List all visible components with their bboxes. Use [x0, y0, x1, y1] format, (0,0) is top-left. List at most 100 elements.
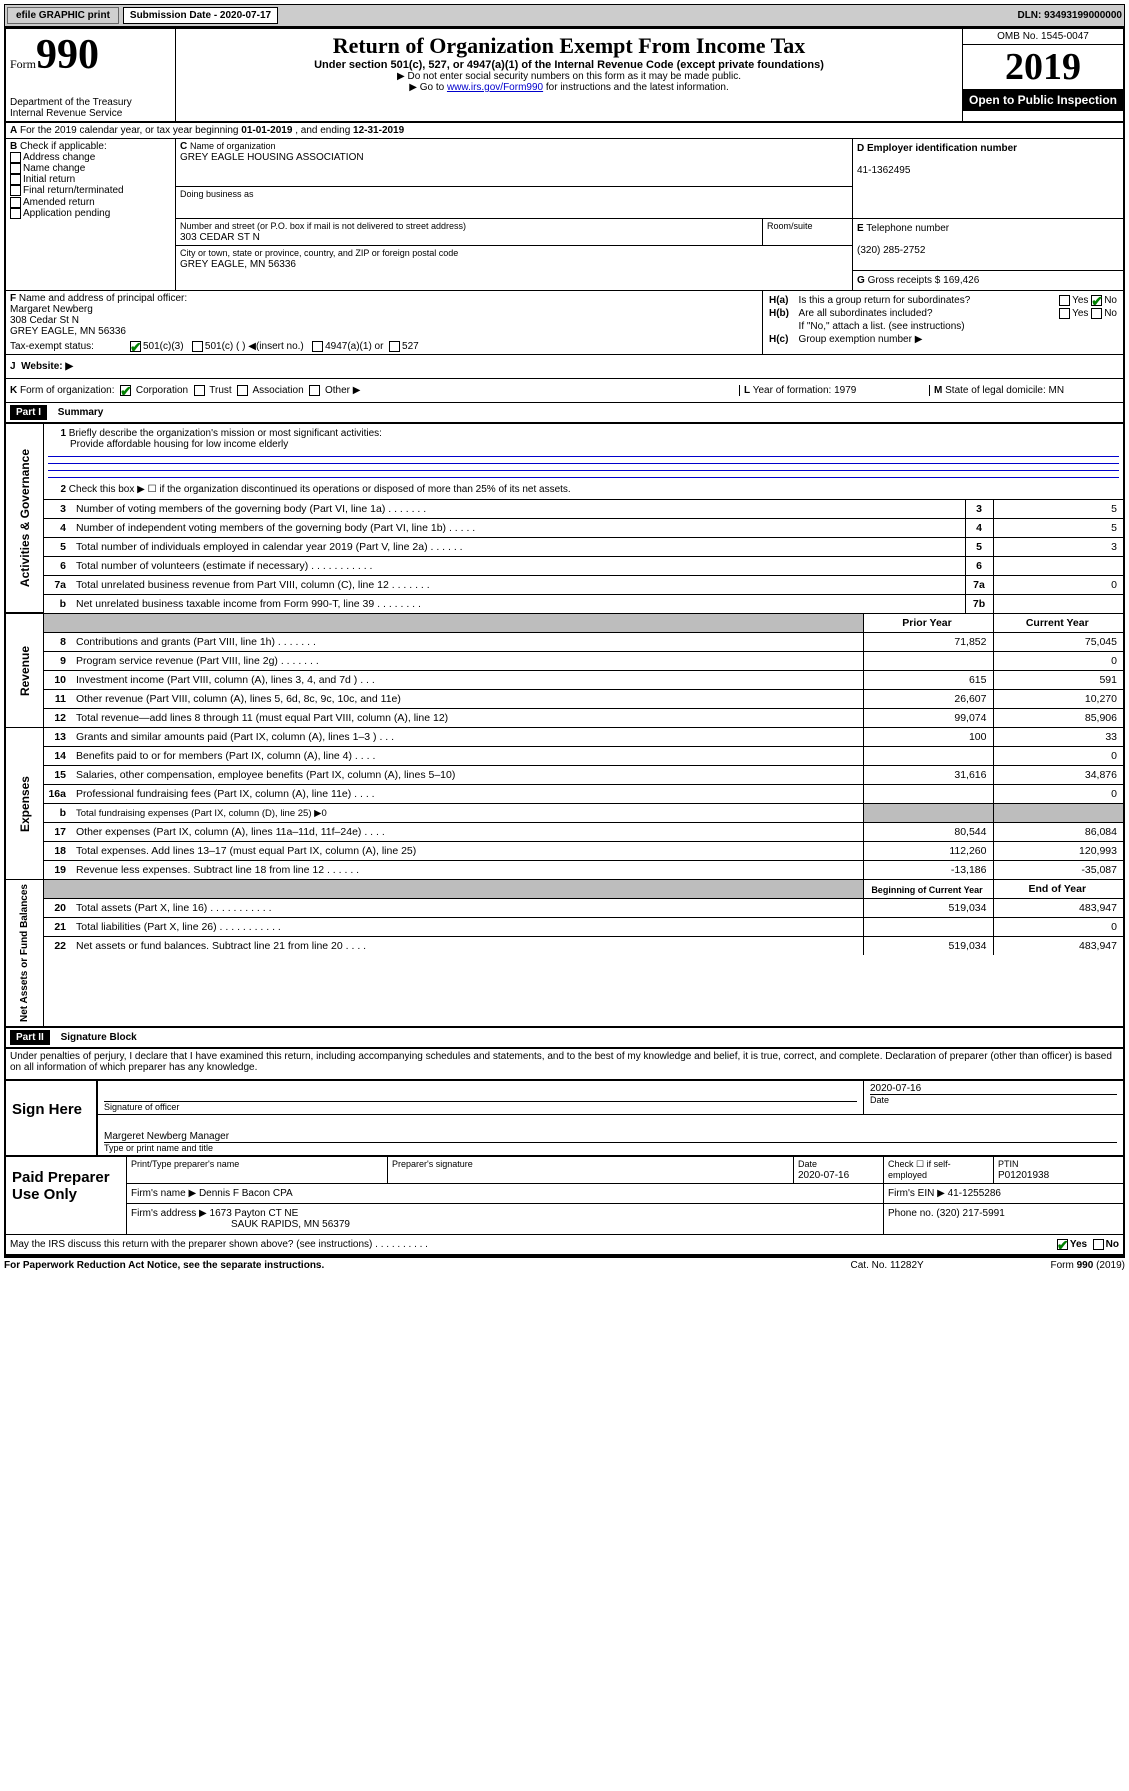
phone-label: Telephone number	[866, 223, 949, 234]
officer-label: Name and address of principal officer:	[19, 293, 187, 304]
net-assets-table: Beginning of Current YearEnd of Year 20T…	[44, 879, 1123, 955]
checkbox-assoc[interactable]	[237, 385, 248, 396]
preparer-date-label: Date	[798, 1159, 817, 1169]
checkbox-ha-yes[interactable]	[1059, 295, 1070, 306]
toolbar: efile GRAPHIC print Submission Date - 20…	[4, 4, 1125, 27]
checkbox-501c3[interactable]	[130, 341, 141, 352]
irs-link[interactable]: www.irs.gov/Form990	[447, 82, 543, 93]
firm-ein: 41-1255286	[948, 1188, 1001, 1199]
checkbox-initial-return[interactable]	[10, 174, 21, 185]
ein-value: 41-1362495	[857, 165, 910, 176]
form-footer: Form 990 (2019)	[1051, 1260, 1125, 1271]
hc-label: Group exemption number ▶	[799, 334, 1117, 345]
checkbox-app-pending[interactable]	[10, 208, 21, 219]
self-employed-label: Check ☐ if self-employed	[888, 1159, 951, 1180]
hb-note: If "No," attach a list. (see instruction…	[799, 321, 1117, 332]
line1-label: Briefly describe the organization's miss…	[69, 428, 382, 439]
type-name-label: Type or print name and title	[104, 1143, 1117, 1153]
revenue-table: Prior YearCurrent Year 8Contributions an…	[44, 613, 1123, 727]
checkbox-name-change[interactable]	[10, 163, 21, 174]
firm-addr1: 1673 Payton CT NE	[210, 1208, 299, 1219]
expenses-table: 13Grants and similar amounts paid (Part …	[44, 727, 1123, 879]
perjury-declaration: Under penalties of perjury, I declare th…	[6, 1049, 1123, 1075]
tax-year: 2019	[1005, 46, 1081, 88]
checkbox-hb-yes[interactable]	[1059, 308, 1070, 319]
ha-question: Is this a group return for subordinates?	[799, 295, 1036, 306]
firm-name: Dennis F Bacon CPA	[199, 1188, 293, 1199]
checkbox-trust[interactable]	[194, 385, 205, 396]
firm-ein-label: Firm's EIN ▶	[888, 1188, 945, 1199]
officer-addr1: 308 Cedar St N	[10, 315, 79, 326]
part1-header: Part I	[10, 405, 47, 420]
org-address: 303 CEDAR ST N	[180, 232, 260, 243]
form-title: Return of Organization Exempt From Incom…	[180, 33, 958, 59]
addr-label: Number and street (or P.O. box if mail i…	[180, 221, 466, 231]
check-applicable-label: Check if applicable:	[20, 141, 107, 152]
firm-phone-label: Phone no.	[888, 1208, 934, 1219]
checkbox-other[interactable]	[309, 385, 320, 396]
org-city: GREY EAGLE, MN 56336	[180, 259, 296, 270]
section-governance: Activities & Governance	[16, 445, 34, 591]
checkbox-ha-no[interactable]	[1091, 295, 1102, 306]
checkbox-discuss-yes[interactable]	[1057, 1239, 1068, 1250]
org-name-label: Name of organization	[190, 141, 276, 151]
sign-here-label: Sign Here	[6, 1081, 96, 1155]
section-net-assets: Net Assets or Fund Balances	[17, 880, 32, 1026]
checkbox-amended[interactable]	[10, 197, 21, 208]
sig-officer-label: Signature of officer	[104, 1101, 857, 1112]
checkbox-hb-no[interactable]	[1091, 308, 1102, 319]
date-label: Date	[870, 1094, 1117, 1105]
checkbox-final-return[interactable]	[10, 185, 21, 196]
officer-addr2: GREY EAGLE, MN 56336	[10, 326, 126, 337]
checkbox-corp[interactable]	[120, 385, 131, 396]
part1-title: Summary	[58, 407, 104, 418]
instr-ssn: ▶ Do not enter social security numbers o…	[180, 71, 958, 82]
efile-print-button[interactable]: efile GRAPHIC print	[7, 7, 119, 24]
state-domicile: MN	[1049, 385, 1065, 396]
ptin-value: P01201938	[998, 1170, 1049, 1181]
pra-notice: For Paperwork Reduction Act Notice, see …	[4, 1260, 851, 1271]
firm-phone: (320) 217-5991	[936, 1208, 1004, 1219]
form-org-label: Form of organization:	[20, 385, 115, 396]
state-domicile-label: State of legal domicile:	[945, 385, 1046, 396]
submission-date: Submission Date - 2020-07-17	[123, 7, 278, 24]
period-line: For the 2019 calendar year, or tax year …	[20, 125, 404, 136]
dept-treasury: Department of the Treasury	[10, 97, 171, 108]
omb-number: OMB No. 1545-0047	[963, 29, 1123, 45]
governance-table: 3Number of voting members of the governi…	[44, 499, 1123, 613]
firm-name-label: Firm's name ▶	[131, 1188, 196, 1199]
firm-addr-label: Firm's address ▶	[131, 1208, 207, 1219]
year-formation: 1979	[834, 385, 856, 396]
mission-text: Provide affordable housing for low incom…	[70, 439, 288, 450]
checkbox-discuss-no[interactable]	[1093, 1239, 1104, 1250]
section-revenue: Revenue	[16, 642, 34, 700]
preparer-name-label: Print/Type preparer's name	[131, 1159, 239, 1169]
line2-text: Check this box ▶ ☐ if the organization d…	[69, 484, 571, 495]
officer-name-title: Margeret Newberg Manager	[104, 1131, 1117, 1143]
section-expenses: Expenses	[16, 772, 34, 836]
paid-preparer-label: Paid Preparer Use Only	[6, 1157, 126, 1234]
cat-number: Cat. No. 11282Y	[851, 1260, 1051, 1271]
website-label: Website: ▶	[21, 361, 73, 372]
tax-exempt-label: Tax-exempt status:	[10, 341, 130, 352]
firm-addr2: SAUK RAPIDS, MN 56379	[231, 1219, 350, 1230]
checkbox-501c[interactable]	[192, 341, 203, 352]
room-label: Room/suite	[767, 221, 813, 231]
open-inspection-badge: Open to Public Inspection	[963, 89, 1123, 111]
dba-label: Doing business as	[180, 189, 254, 199]
officer-name: Margaret Newberg	[10, 304, 93, 315]
hb-question: Are all subordinates included?	[799, 308, 1036, 319]
form-subtitle: Under section 501(c), 527, or 4947(a)(1)…	[180, 59, 958, 71]
checkbox-527[interactable]	[389, 341, 400, 352]
gross-receipts-value: 169,426	[943, 275, 979, 286]
part2-header: Part II	[10, 1030, 50, 1045]
city-label: City or town, state or province, country…	[180, 248, 458, 258]
checkbox-4947[interactable]	[312, 341, 323, 352]
checkbox-address-change[interactable]	[10, 152, 21, 163]
form-number: Form990	[10, 31, 171, 79]
org-name: GREY EAGLE HOUSING ASSOCIATION	[180, 152, 364, 163]
gross-receipts-label: Gross receipts $	[868, 275, 941, 286]
preparer-sig-label: Preparer's signature	[392, 1159, 473, 1169]
dln-label: DLN: 93493199000000	[1017, 10, 1122, 21]
instr-goto: ▶ Go to www.irs.gov/Form990 for instruct…	[180, 82, 958, 93]
